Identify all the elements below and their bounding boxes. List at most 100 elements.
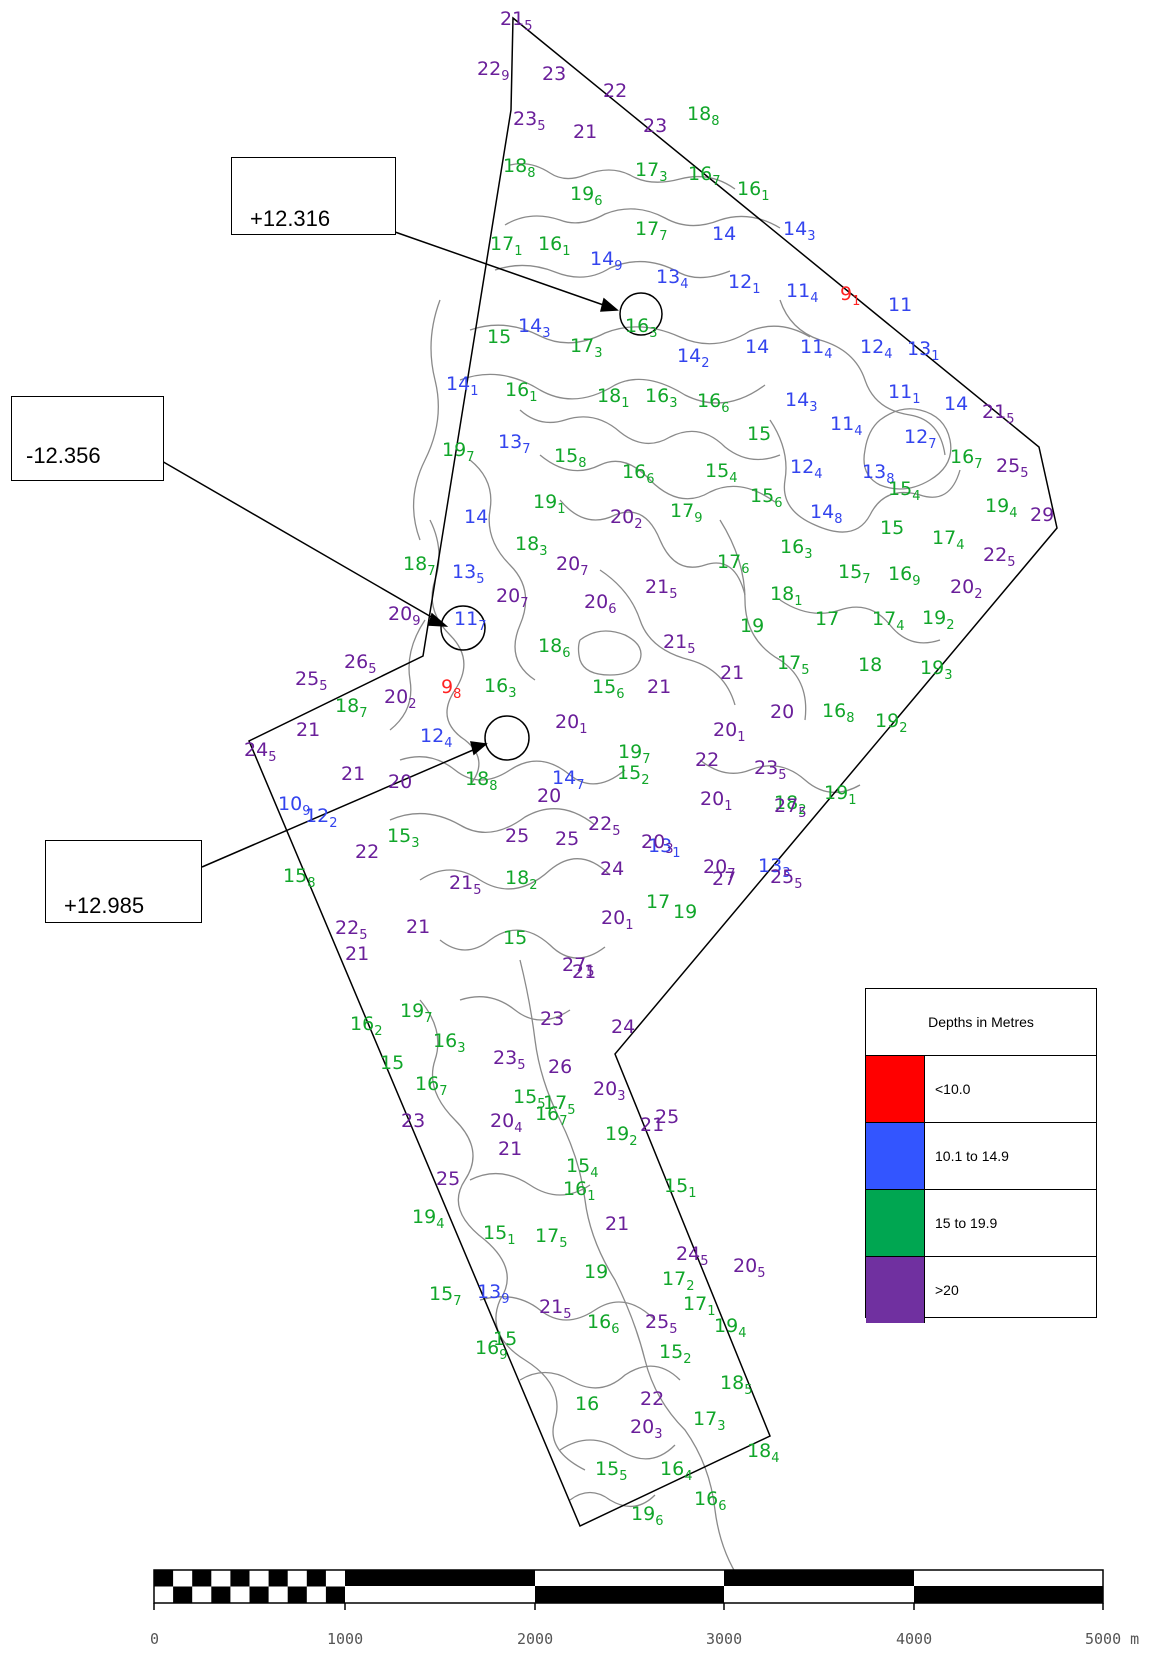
scale-bar-square	[306, 1570, 326, 1587]
scale-bar-square	[230, 1570, 250, 1587]
depth-sounding: 27	[712, 868, 736, 890]
depth-sounding: 197	[442, 439, 474, 465]
scale-bar-checker	[154, 1570, 345, 1603]
depth-sounding: 166	[587, 1311, 619, 1337]
callout-leaders	[159, 231, 663, 868]
depth-sounding: 15	[880, 517, 904, 539]
depth-sounding: 127	[904, 426, 936, 452]
depth-sounding: 156	[592, 676, 624, 702]
depth-sounding: 26	[548, 1056, 572, 1078]
depth-sounding: 14	[745, 336, 769, 358]
depth-sounding: 197	[400, 1000, 432, 1026]
depth-sounding: 188	[465, 768, 497, 794]
depth-sounding: 158	[283, 865, 315, 891]
depth-sounding: 163	[645, 385, 677, 411]
depth-sounding: 186	[538, 635, 570, 661]
depth-sounding: 15	[487, 326, 511, 348]
depth-sounding: 15	[493, 1328, 517, 1350]
legend-swatch-blue	[866, 1123, 925, 1189]
depth-sounding: 21	[605, 1213, 629, 1235]
callout-circle-3	[484, 715, 530, 761]
depth-sounding: 121	[728, 271, 760, 297]
depth-sounding: 174	[872, 608, 904, 634]
scale-bar-square	[287, 1586, 307, 1603]
depth-sounding: 201	[555, 711, 587, 737]
depth-sounding: 154	[888, 478, 920, 504]
legend-title: Depths in Metres	[866, 989, 1096, 1056]
depth-sounding: 173	[570, 335, 602, 361]
depth-sounding: 154	[705, 460, 737, 486]
legend-swatch-green	[866, 1190, 925, 1256]
depth-sounding: 203	[630, 1416, 662, 1442]
depth-sounding: 143	[518, 315, 550, 341]
depth-sounding: 196	[631, 1503, 663, 1529]
depth-sounding: 275	[774, 795, 806, 821]
legend-swatch-red	[866, 1056, 925, 1122]
depth-sounding: 181	[770, 583, 802, 609]
depth-sounding: 172	[662, 1268, 694, 1294]
depth-sounding: 204	[490, 1110, 522, 1136]
depth-sounding: 201	[713, 719, 745, 745]
depth-sounding: 21	[296, 719, 320, 741]
depth-sounding: 235	[493, 1047, 525, 1073]
depth-sounding: 167	[688, 163, 720, 189]
depth-sounding: 21	[720, 662, 744, 684]
depth-sounding: 21	[647, 676, 671, 698]
depth-sounding: 21	[640, 1114, 664, 1136]
depth-sounding: 183	[515, 533, 547, 559]
depth-sounding: 166	[622, 461, 654, 487]
depth-sounding: 20	[388, 771, 412, 793]
depth-sounding: 17	[815, 608, 839, 630]
depth-sounding: 235	[513, 108, 545, 134]
legend-label: 10.1 to 14.9	[935, 1148, 1009, 1164]
scale-label: 3000	[706, 1630, 743, 1648]
depth-sounding: 25	[436, 1168, 460, 1190]
depth-sounding: 169	[888, 563, 920, 589]
scale-label: 0	[150, 1630, 160, 1648]
depth-sounding: 255	[645, 1311, 677, 1337]
depth-sounding: 175	[535, 1225, 567, 1251]
scale-bar	[153, 1569, 1104, 1610]
depth-sounding: 163	[780, 536, 812, 562]
callout-label-2: -12.356	[26, 443, 101, 468]
depth-sounding: 117	[454, 608, 486, 634]
callout-label-1: +12.316	[250, 206, 331, 231]
depth-sounding: 215	[663, 631, 695, 657]
depth-sounding: 177	[635, 218, 667, 244]
depth-sounding: 179	[670, 500, 702, 526]
depth-sounding: 191	[533, 491, 565, 517]
depth-sounding: 114	[786, 280, 818, 306]
depth-sounding: 166	[694, 1488, 726, 1514]
depth-sounding: 196	[570, 183, 602, 209]
depth-sounding: 124	[420, 725, 452, 751]
legend-item: <10.0	[866, 1056, 1096, 1123]
depth-sounding: 201	[601, 907, 633, 933]
depth-sounding: 201	[700, 788, 732, 814]
depth-sounding: 215	[449, 872, 481, 898]
scale-label: 4000	[896, 1630, 933, 1648]
scale-bar-square	[154, 1570, 174, 1587]
survey-boundary	[248, 16, 1058, 1528]
legend-item: >20	[866, 1257, 1096, 1323]
depth-sounding: 192	[875, 710, 907, 736]
scale-label: 2000	[517, 1630, 554, 1648]
depth-sounding: 20	[537, 785, 561, 807]
depth-sounding: 124	[860, 336, 892, 362]
depth-sounding: 22	[355, 841, 379, 863]
depth-sounding: 24	[611, 1016, 635, 1038]
scale-bar-square	[211, 1586, 231, 1603]
depth-sounding: 139	[477, 1281, 509, 1307]
depth-sounding: 153	[387, 825, 419, 851]
depth-sounding: 173	[635, 159, 667, 185]
depth-sounding: 25	[555, 828, 579, 850]
depth-sounding: 14	[944, 393, 968, 415]
depth-sounding: 152	[659, 1341, 691, 1367]
depth-sounding: 124	[790, 456, 822, 482]
depth-sounding: 156	[750, 485, 782, 511]
depth-sounding: 142	[677, 345, 709, 371]
depth-sounding: 23	[542, 63, 566, 85]
depth-sounding: 171	[683, 1293, 715, 1319]
depth-sounding: 134	[656, 266, 688, 292]
depth-sounding: 29	[1030, 504, 1054, 526]
depth-sounding: 18	[858, 654, 882, 676]
